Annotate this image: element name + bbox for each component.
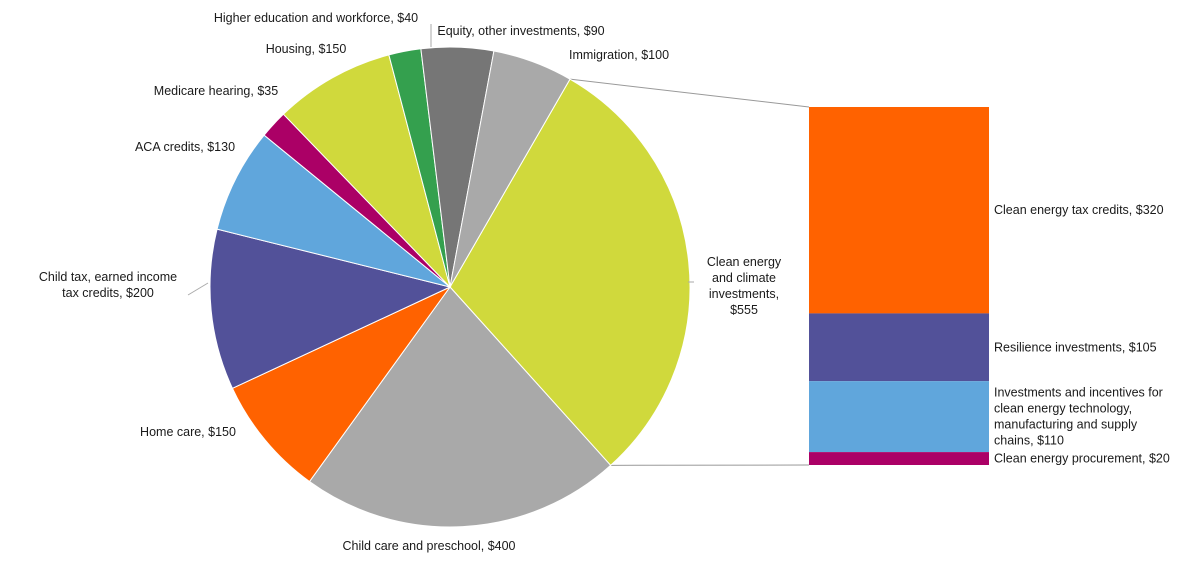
slice-label: Clean energy procurement, $20 <box>994 452 1170 466</box>
slice-label: Child care and preschool, $400 <box>342 539 515 553</box>
leader-line <box>188 283 208 295</box>
slice-label: Resilience investments, $105 <box>994 340 1157 354</box>
bar-segment <box>809 107 989 313</box>
slice-label: ACA credits, $130 <box>135 140 235 154</box>
bar-segment <box>809 381 989 452</box>
slice-label: Immigration, $100 <box>569 48 669 62</box>
pie <box>210 47 690 527</box>
bar-segment <box>809 313 989 381</box>
slice-label: Higher education and workforce, $40 <box>214 11 418 25</box>
bar-segment <box>809 452 989 465</box>
connector-line <box>570 79 809 107</box>
slice-label: Clean energy tax credits, $320 <box>994 203 1164 217</box>
slice-label: Home care, $150 <box>140 425 236 439</box>
slice-label: Medicare hearing, $35 <box>154 84 278 98</box>
breakdown-bar <box>809 107 989 465</box>
slice-label: Equity, other investments, $90 <box>437 24 604 38</box>
slice-label: Housing, $150 <box>266 42 347 56</box>
